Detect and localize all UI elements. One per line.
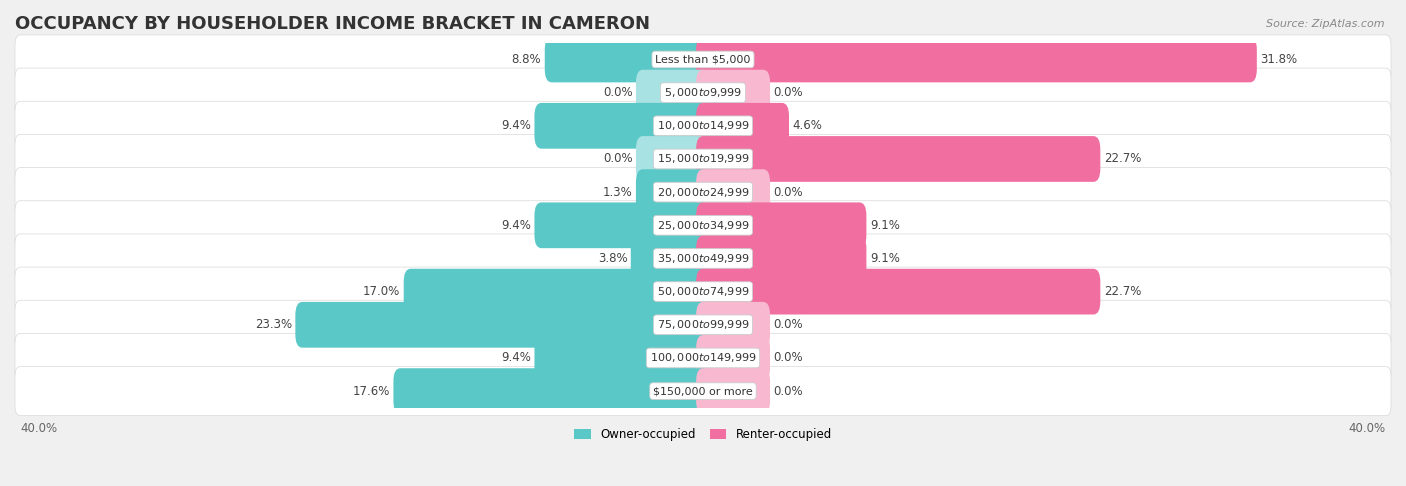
Text: 23.3%: 23.3% [254,318,292,331]
FancyBboxPatch shape [534,202,710,248]
Text: $25,000 to $34,999: $25,000 to $34,999 [657,219,749,232]
Text: Source: ZipAtlas.com: Source: ZipAtlas.com [1267,19,1385,30]
Text: 0.0%: 0.0% [603,153,633,165]
Text: 0.0%: 0.0% [773,384,803,398]
Text: 0.0%: 0.0% [773,351,803,364]
Text: 40.0%: 40.0% [1348,422,1386,435]
FancyBboxPatch shape [404,269,710,314]
Text: 22.7%: 22.7% [1104,153,1142,165]
Legend: Owner-occupied, Renter-occupied: Owner-occupied, Renter-occupied [569,423,837,446]
FancyBboxPatch shape [696,269,1101,314]
Text: 0.0%: 0.0% [773,86,803,99]
Text: 3.8%: 3.8% [598,252,627,265]
Text: 17.6%: 17.6% [353,384,389,398]
FancyBboxPatch shape [15,366,1391,416]
Text: $20,000 to $24,999: $20,000 to $24,999 [657,186,749,199]
Text: $50,000 to $74,999: $50,000 to $74,999 [657,285,749,298]
FancyBboxPatch shape [696,103,789,149]
Text: Less than $5,000: Less than $5,000 [655,54,751,65]
FancyBboxPatch shape [15,101,1391,150]
Text: $10,000 to $14,999: $10,000 to $14,999 [657,119,749,132]
Text: 9.1%: 9.1% [870,219,900,232]
FancyBboxPatch shape [394,368,710,414]
Text: 31.8%: 31.8% [1260,53,1298,66]
Text: 0.0%: 0.0% [603,86,633,99]
Text: $150,000 or more: $150,000 or more [654,386,752,396]
Text: 9.4%: 9.4% [501,219,531,232]
FancyBboxPatch shape [534,103,710,149]
Text: 9.4%: 9.4% [501,351,531,364]
FancyBboxPatch shape [631,236,710,281]
FancyBboxPatch shape [534,335,710,381]
FancyBboxPatch shape [636,136,710,182]
FancyBboxPatch shape [15,68,1391,117]
FancyBboxPatch shape [15,35,1391,84]
Text: 1.3%: 1.3% [603,186,633,199]
Text: 9.1%: 9.1% [870,252,900,265]
FancyBboxPatch shape [295,302,710,347]
FancyBboxPatch shape [15,267,1391,316]
FancyBboxPatch shape [544,36,710,82]
Text: OCCUPANCY BY HOUSEHOLDER INCOME BRACKET IN CAMERON: OCCUPANCY BY HOUSEHOLDER INCOME BRACKET … [15,15,650,33]
FancyBboxPatch shape [15,333,1391,382]
Text: 40.0%: 40.0% [20,422,58,435]
FancyBboxPatch shape [696,136,1101,182]
FancyBboxPatch shape [15,168,1391,217]
Text: $35,000 to $49,999: $35,000 to $49,999 [657,252,749,265]
Text: 0.0%: 0.0% [773,186,803,199]
FancyBboxPatch shape [696,36,1257,82]
Text: 22.7%: 22.7% [1104,285,1142,298]
FancyBboxPatch shape [636,169,710,215]
FancyBboxPatch shape [636,70,710,116]
FancyBboxPatch shape [696,70,770,116]
FancyBboxPatch shape [696,169,770,215]
Text: 17.0%: 17.0% [363,285,401,298]
FancyBboxPatch shape [15,201,1391,250]
FancyBboxPatch shape [15,300,1391,349]
FancyBboxPatch shape [696,236,866,281]
Text: $75,000 to $99,999: $75,000 to $99,999 [657,318,749,331]
FancyBboxPatch shape [15,135,1391,184]
FancyBboxPatch shape [696,202,866,248]
FancyBboxPatch shape [696,302,770,347]
Text: 9.4%: 9.4% [501,119,531,132]
FancyBboxPatch shape [696,335,770,381]
Text: $5,000 to $9,999: $5,000 to $9,999 [664,86,742,99]
Text: 4.6%: 4.6% [793,119,823,132]
FancyBboxPatch shape [15,234,1391,283]
Text: $15,000 to $19,999: $15,000 to $19,999 [657,153,749,165]
Text: 8.8%: 8.8% [512,53,541,66]
Text: 0.0%: 0.0% [773,318,803,331]
Text: $100,000 to $149,999: $100,000 to $149,999 [650,351,756,364]
FancyBboxPatch shape [696,368,770,414]
